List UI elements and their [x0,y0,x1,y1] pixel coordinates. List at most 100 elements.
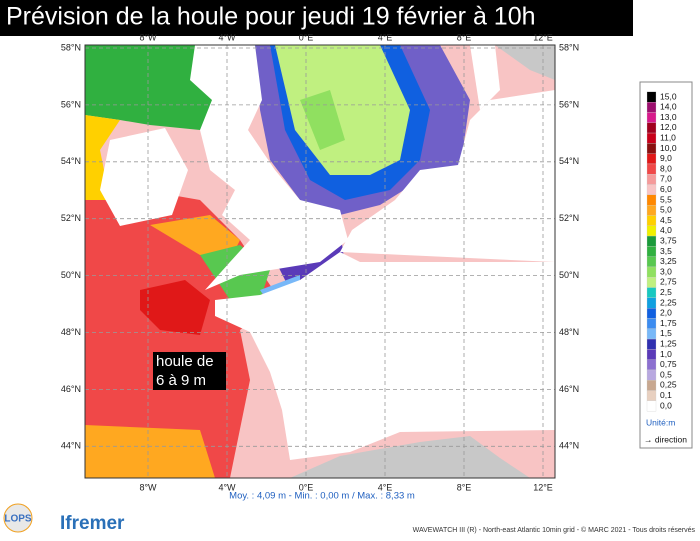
lon-label: 0°E [299,32,314,42]
lat-label: 56°N [559,99,579,109]
legend-label: 11,0 [660,132,676,142]
land [100,128,188,226]
legend-swatch [646,246,657,257]
legend-swatch [646,132,657,144]
legend-swatch [646,400,657,412]
legend-swatch [646,102,657,113]
legend-label: 4,5 [660,215,672,225]
legend-label: 2,75 [660,277,677,287]
credits: WAVEWATCH III (R) - North-east Atlantic … [413,526,696,534]
land [190,45,348,290]
sea-zone [140,280,210,335]
legend-swatch [646,153,657,165]
legend-swatch [646,163,657,175]
legend-swatch [646,318,657,329]
lat-label: 44°N [61,441,81,451]
legend-swatch [646,174,657,185]
lat-label: 50°N [61,270,81,280]
lat-label: 58°N [559,42,579,52]
legend-swatch [646,215,657,226]
legend-swatch [646,369,657,381]
logo-icon [3,503,33,533]
lon-label: 8°W [139,482,157,492]
legend-swatch [646,204,657,216]
annotation-box [153,352,226,390]
lon-label: 8°W [139,32,157,42]
legend-swatch [646,349,657,360]
title-bar [0,0,633,36]
legend-label: 1,25 [660,338,677,348]
legend-label: 2,5 [660,287,672,297]
legend-label: 5,5 [660,194,672,204]
legend-label: 0,1 [660,390,672,400]
logo: LOPS [4,514,32,525]
lon-label: 0°E [299,482,314,492]
map-frame [84,44,556,479]
lon-label: 8°E [457,482,472,492]
lon-label: 8°E [457,32,472,42]
lat-label: 48°N [61,327,81,337]
sea-zone [150,215,240,260]
legend-swatch [646,235,657,247]
legend-label: 0,5 [660,369,672,379]
legend-label: 1,75 [660,318,677,328]
logo: Ifremer [60,513,125,534]
legend-label: 0,0 [660,400,672,410]
legend-swatch [646,277,657,288]
legend-label: 15,0 [660,91,677,101]
lat-label: 52°N [559,213,579,223]
legend-swatch [646,307,657,319]
annotation: 6 à 9 m [156,372,206,389]
lon-label: 4°W [218,32,236,42]
sea-zone [85,115,120,200]
lat-label: 56°N [61,99,81,109]
lat-label: 46°N [61,384,81,394]
legend-label: 14,0 [660,102,677,112]
legend-label: 12,0 [660,122,677,132]
legend: 15,014,013,012,011,010,09,08,07,06,05,55… [639,81,693,449]
legend-label: 2,0 [660,308,672,318]
lat-label: 46°N [559,384,579,394]
sea-zone [275,45,410,175]
land [495,45,555,80]
legend-direction: → direction [644,434,687,444]
lat-label: 44°N [559,441,579,451]
map: houle de 6 à 9 m [84,44,556,479]
lat-label: 52°N [61,213,81,223]
legend-swatch [646,256,657,268]
lat-label: 54°N [61,156,81,166]
lon-label: 12°E [533,32,553,42]
legend-swatch [646,390,657,401]
legend-swatch [646,328,657,340]
legend-label: 1,5 [660,328,672,338]
legend-swatch [646,380,657,391]
legend-label: 4,0 [660,225,672,235]
lat-label: 50°N [559,270,579,280]
legend-label: 1,0 [660,349,672,359]
legend-swatch [646,194,657,206]
legend-label: 13,0 [660,112,677,122]
legend-label: 3,25 [660,256,677,266]
legend-label: 0,75 [660,359,677,369]
legend-swatch [646,359,657,371]
legend-swatch [646,143,657,154]
lon-label: 4°E [378,32,393,42]
legend-label: 2,25 [660,297,677,307]
legend-swatch [646,297,657,309]
legend-label: 7,0 [660,174,672,184]
lat-label: 48°N [559,327,579,337]
stats: Moy. : 4,09 m - Min. : 0,00 m / Max. : 8… [229,491,415,502]
legend-label: 0,25 [660,380,677,390]
legend-swatch [646,184,657,196]
legend-swatch [646,112,657,123]
legend-swatch [646,266,657,278]
lon-label: 4°W [218,482,236,492]
legend-label: 8,0 [660,163,672,173]
lon-label: 4°E [378,482,393,492]
legend-unit: Unité:m [646,417,675,427]
legend-label: 3,75 [660,235,677,245]
legend-swatch [646,225,657,237]
lat-label: 58°N [61,42,81,52]
annotation: houle de [156,353,214,370]
